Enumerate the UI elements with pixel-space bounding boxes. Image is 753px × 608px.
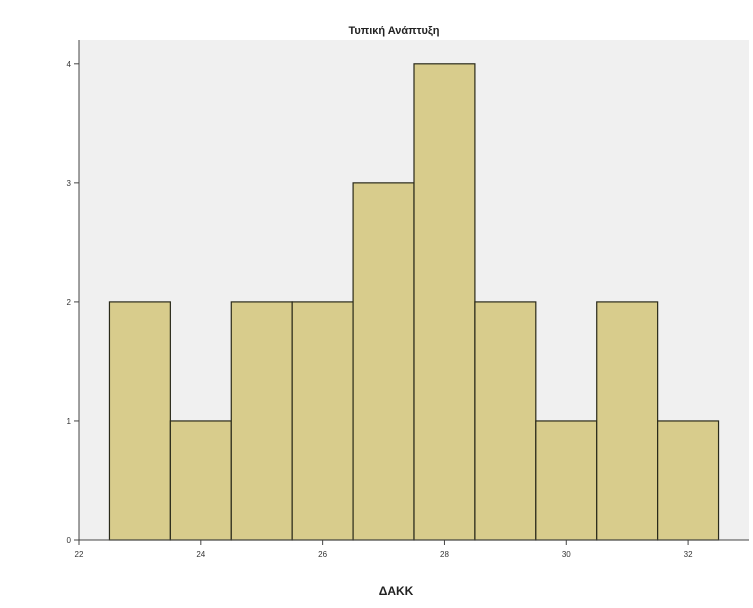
y-ticks: 0 1 2 3 4 bbox=[67, 60, 79, 545]
bars-layer bbox=[108, 63, 720, 541]
x-tick-label-1: 24 bbox=[196, 550, 205, 559]
histogram-bar-3 bbox=[291, 301, 354, 541]
histogram-bar-1 bbox=[169, 420, 232, 541]
histogram-bar-6 bbox=[474, 301, 537, 541]
x-ticks: 22 24 26 28 30 32 bbox=[75, 540, 693, 559]
y-tick-label-2: 2 bbox=[67, 298, 72, 307]
histogram-bar-8 bbox=[596, 301, 659, 541]
y-tick-label-1: 1 bbox=[67, 417, 72, 426]
histogram-bar-2 bbox=[230, 301, 293, 541]
x-tick-label-4: 30 bbox=[562, 550, 571, 559]
chart-title: Τυπική Ανάπτυξη bbox=[348, 25, 439, 37]
histogram-bar-0 bbox=[108, 301, 171, 541]
y-tick-label-4: 4 bbox=[67, 60, 72, 69]
histogram-bar-5 bbox=[413, 63, 476, 541]
histogram-bar-9 bbox=[657, 420, 720, 541]
histogram-bar-4 bbox=[352, 182, 415, 541]
histogram-bar-7 bbox=[535, 420, 598, 541]
x-tick-label-3: 28 bbox=[440, 550, 449, 559]
x-tick-label-5: 32 bbox=[684, 550, 693, 559]
y-tick-label-0: 0 bbox=[67, 536, 72, 545]
x-axis-label: ΔΑΚΚ bbox=[379, 584, 414, 598]
x-tick-label-0: 22 bbox=[75, 550, 84, 559]
y-tick-label-3: 3 bbox=[67, 179, 72, 188]
x-tick-label-2: 26 bbox=[318, 550, 327, 559]
